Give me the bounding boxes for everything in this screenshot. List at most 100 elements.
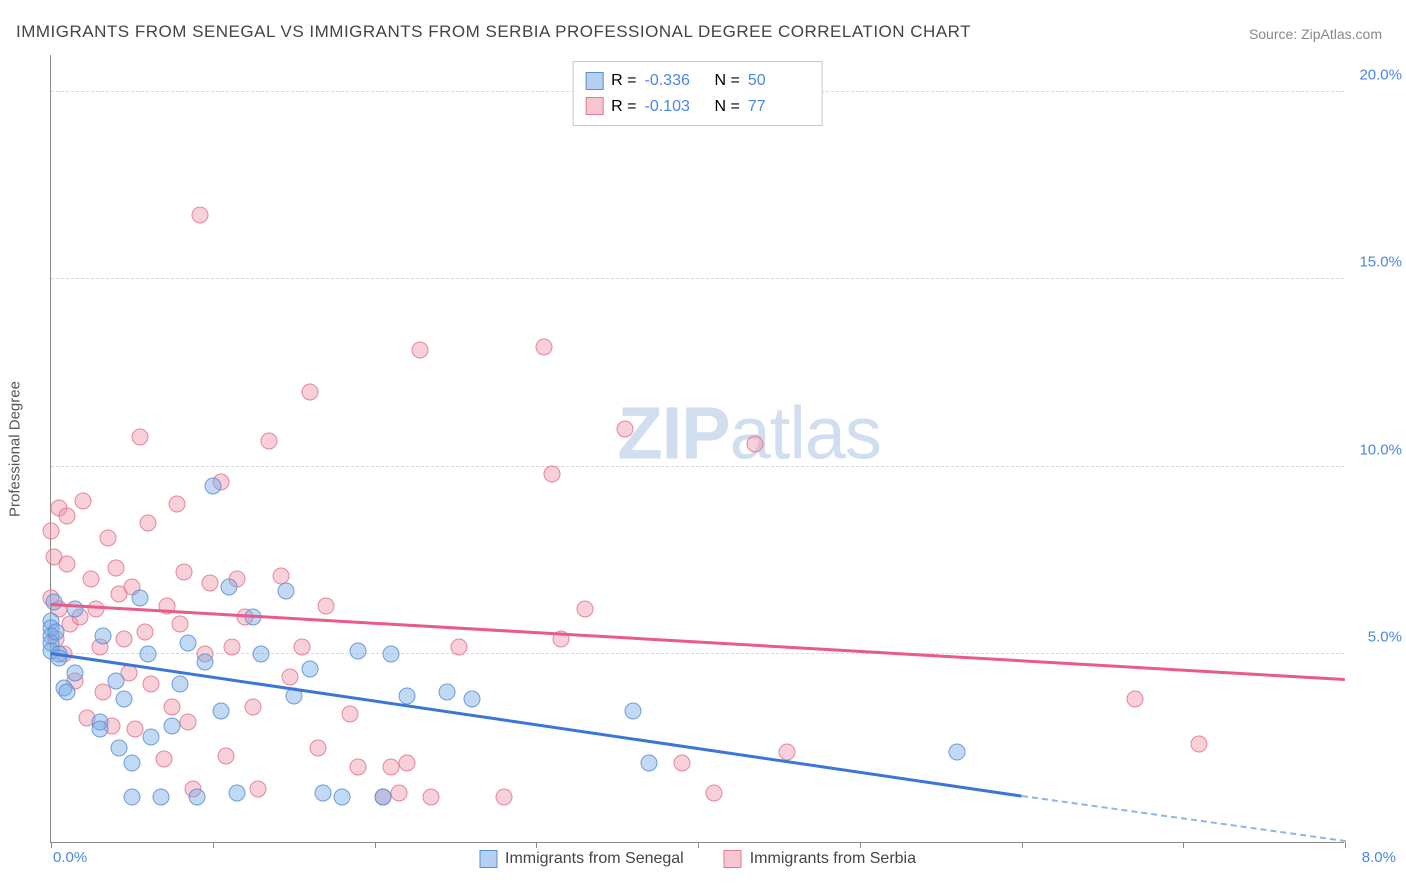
data-point	[463, 691, 480, 708]
x-axis-min-label: 0.0%	[53, 849, 87, 866]
data-point	[411, 342, 428, 359]
data-point	[706, 785, 723, 802]
data-point	[201, 575, 218, 592]
y-tick-label: 10.0%	[1359, 441, 1402, 458]
data-point	[169, 496, 186, 513]
data-point	[143, 728, 160, 745]
x-axis-max-label: 8.0%	[1362, 849, 1396, 866]
data-point	[282, 668, 299, 685]
legend-label: Immigrants from Serbia	[750, 850, 916, 868]
n-value: 77	[748, 94, 810, 120]
watermark-rest: atlas	[730, 391, 881, 474]
data-point	[382, 646, 399, 663]
data-point	[301, 383, 318, 400]
source-attribution: Source: ZipAtlas.com	[1249, 26, 1382, 42]
watermark-bold: ZIP	[618, 391, 730, 474]
n-label: N =	[715, 94, 740, 120]
gridline	[51, 466, 1344, 467]
data-point	[536, 338, 553, 355]
swatch-blue-icon	[479, 850, 497, 868]
data-point	[220, 578, 237, 595]
data-point	[948, 743, 965, 760]
data-point	[204, 477, 221, 494]
data-point	[59, 556, 76, 573]
data-point	[277, 582, 294, 599]
data-point	[350, 642, 367, 659]
data-point	[46, 593, 63, 610]
data-point	[350, 758, 367, 775]
data-point	[439, 683, 456, 700]
data-point	[544, 466, 561, 483]
swatch-pink-icon	[585, 97, 603, 115]
data-point	[152, 788, 169, 805]
series-legend: Immigrants from Senegal Immigrants from …	[479, 850, 916, 868]
data-point	[180, 635, 197, 652]
data-point	[398, 755, 415, 772]
data-point	[140, 646, 157, 663]
chart-title: IMMIGRANTS FROM SENEGAL VS IMMIGRANTS FR…	[16, 22, 971, 42]
correlation-scatter-chart: IMMIGRANTS FROM SENEGAL VS IMMIGRANTS FR…	[0, 0, 1406, 892]
data-point	[334, 788, 351, 805]
x-tick	[375, 842, 376, 848]
r-label: R =	[611, 68, 636, 94]
data-point	[224, 638, 241, 655]
x-tick	[860, 842, 861, 848]
plot-area: ZIPatlas Professional Degree 5.0%10.0%15…	[50, 55, 1344, 843]
gridline	[51, 278, 1344, 279]
data-point	[131, 428, 148, 445]
data-point	[342, 706, 359, 723]
data-point	[778, 743, 795, 760]
data-point	[164, 698, 181, 715]
data-point	[250, 781, 267, 798]
data-point	[136, 623, 153, 640]
data-point	[212, 702, 229, 719]
trendline-extrapolated	[1021, 795, 1345, 842]
data-point	[59, 507, 76, 524]
data-point	[88, 601, 105, 618]
x-tick	[1022, 842, 1023, 848]
data-point	[245, 698, 262, 715]
data-point	[164, 717, 181, 734]
data-point	[390, 785, 407, 802]
data-point	[99, 530, 116, 547]
data-point	[175, 563, 192, 580]
data-point	[1126, 691, 1143, 708]
gridline	[51, 653, 1344, 654]
legend-label: Immigrants from Senegal	[505, 850, 684, 868]
data-point	[301, 661, 318, 678]
data-point	[625, 702, 642, 719]
data-point	[156, 751, 173, 768]
legend-item-senegal: Immigrants from Senegal	[479, 850, 684, 868]
data-point	[261, 432, 278, 449]
correlation-legend: R = -0.336 N = 50 R = -0.103 N = 77	[572, 61, 823, 126]
y-axis-label: Professional Degree	[7, 381, 24, 517]
data-point	[495, 788, 512, 805]
data-point	[115, 631, 132, 648]
data-point	[47, 623, 64, 640]
x-tick	[1345, 842, 1346, 848]
data-point	[398, 687, 415, 704]
x-tick	[51, 842, 52, 848]
data-point	[617, 421, 634, 438]
data-point	[91, 721, 108, 738]
data-point	[110, 740, 127, 757]
data-point	[172, 676, 189, 693]
trendline	[51, 603, 1345, 681]
data-point	[314, 785, 331, 802]
data-point	[94, 627, 111, 644]
x-tick	[536, 842, 537, 848]
swatch-blue-icon	[585, 72, 603, 90]
data-point	[140, 515, 157, 532]
data-point	[191, 207, 208, 224]
n-value: 50	[748, 68, 810, 94]
data-point	[123, 788, 140, 805]
data-point	[673, 755, 690, 772]
data-point	[180, 713, 197, 730]
data-point	[83, 571, 100, 588]
y-tick-label: 15.0%	[1359, 254, 1402, 271]
data-point	[75, 492, 92, 509]
data-point	[1191, 736, 1208, 753]
data-point	[67, 665, 84, 682]
data-point	[172, 616, 189, 633]
data-point	[196, 653, 213, 670]
